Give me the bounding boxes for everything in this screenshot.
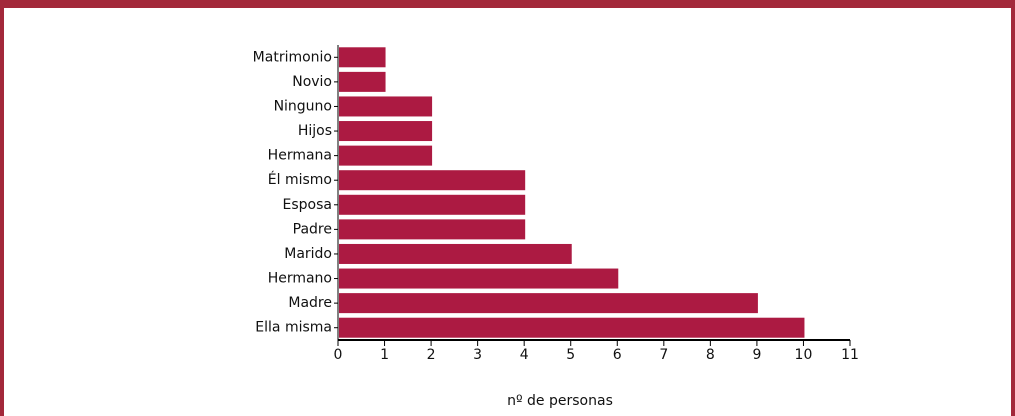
y-tick-label: Madre [288,295,332,311]
bar [339,317,805,338]
bar [339,194,526,215]
y-tick-label: Novio [292,74,332,90]
y-tick-label: Ella misma [255,320,332,336]
y-tick-label: Marido [284,246,332,262]
y-tick-label: Hijos [298,123,332,139]
x-tick-label: 10 [795,347,813,363]
x-tick-label: 11 [841,347,859,363]
y-tick-label: Hermana [268,148,332,164]
x-tick-label: 7 [659,347,668,363]
bar [339,71,386,92]
y-tick-label: Matrimonio [253,49,332,65]
bar [339,293,758,314]
x-tick-label: 1 [380,347,389,363]
bar [339,243,572,264]
bar [339,47,386,68]
x-tick-label: 4 [520,347,529,363]
x-tick-label: 0 [334,347,343,363]
bar [339,145,433,166]
bar [339,219,526,240]
x-axis-label: nº de personas [507,393,613,409]
y-tick-label: Ninguno [274,98,332,114]
bar [339,268,619,289]
x-tick-label: 2 [427,347,436,363]
bar [339,96,433,117]
x-tick-label: 8 [706,347,715,363]
y-tick-label: Él mismo [268,171,332,188]
bar [339,170,526,191]
y-tick-label: Padre [293,221,332,237]
x-tick-label: 9 [752,347,761,363]
chart: nº de personas 0 1 2 3 4 5 6 7 8 9 10 11 Matrimonio N… [253,45,859,409]
y-tick-label: Hermano [268,271,332,287]
y-tick-label: Esposa [283,197,332,213]
x-tick-label: 3 [473,347,482,363]
x-tick-label: 5 [566,347,575,363]
bar [339,121,433,142]
x-tick-label: 6 [613,347,622,363]
